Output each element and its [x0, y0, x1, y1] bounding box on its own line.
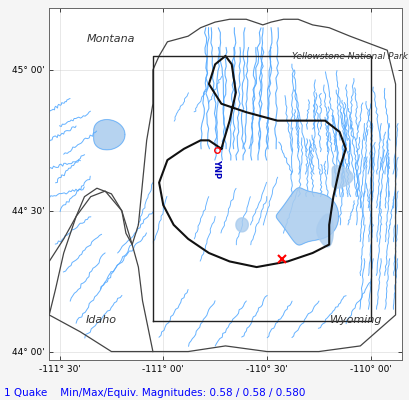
Text: Wyoming: Wyoming [329, 315, 382, 325]
Text: 1 Quake    Min/Max/Equiv. Magnitudes: 0.58 / 0.58 / 0.580: 1 Quake Min/Max/Equiv. Magnitudes: 0.58 … [4, 388, 305, 398]
Polygon shape [276, 188, 338, 245]
Polygon shape [316, 214, 333, 247]
Polygon shape [331, 166, 352, 188]
Polygon shape [94, 120, 125, 150]
Text: YNP: YNP [211, 159, 220, 178]
Text: Montana: Montana [87, 34, 135, 44]
Text: Yellowstone National Park: Yellowstone National Park [291, 52, 407, 61]
Text: Idaho: Idaho [85, 315, 116, 325]
Polygon shape [235, 218, 248, 232]
